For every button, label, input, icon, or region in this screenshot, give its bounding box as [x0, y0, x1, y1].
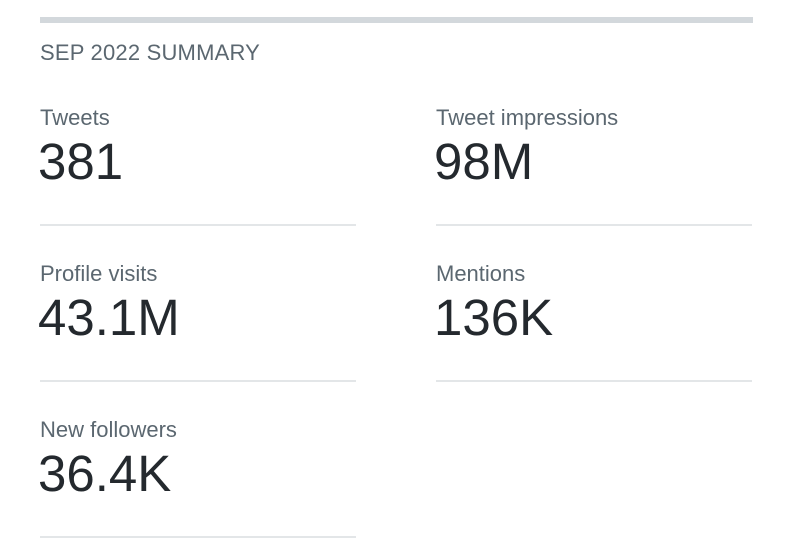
stat-label: Tweets [40, 105, 110, 130]
summary-top-divider [40, 17, 753, 23]
stat-value: 98M [434, 133, 534, 190]
stat-label: New followers [40, 417, 177, 442]
stat-profile-visits: Profile visits 43.1M [38, 260, 356, 382]
stat-mentions: Mentions 136K [434, 260, 752, 382]
stat-label: Mentions [436, 261, 526, 286]
stat-label: Profile visits [40, 261, 158, 286]
stat-label: Tweet impressions [436, 105, 619, 130]
stat-tweets: Tweets 381 [38, 104, 356, 226]
stat-new-followers: New followers 36.4K [38, 416, 356, 538]
stat-value: 136K [434, 289, 554, 346]
stat-value: 381 [38, 133, 124, 190]
summary-title: SEP 2022 SUMMARY [40, 40, 261, 65]
stat-tweet-impressions: Tweet impressions 98M [434, 104, 752, 226]
stat-value: 43.1M [38, 289, 180, 346]
stat-value: 36.4K [38, 445, 172, 502]
